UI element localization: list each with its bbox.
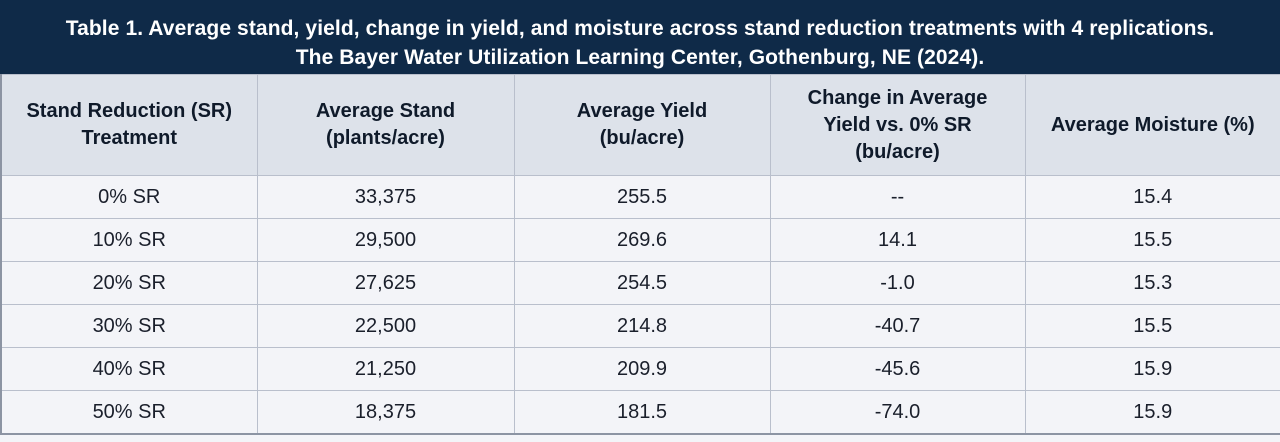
header-average-yield-line-2: (bu/acre) bbox=[599, 127, 685, 149]
cell-average-yield: 255.5 bbox=[513, 175, 771, 219]
table-header: Stand Reduction (SR) Treatment Average S… bbox=[0, 74, 1280, 176]
cell-treatment: 0% SR bbox=[0, 175, 258, 219]
header-treatment-line-1: Stand Reduction (SR) bbox=[26, 100, 233, 122]
cell-average-moisture: 15.4 bbox=[1024, 175, 1280, 219]
table-row: 40% SR 21,250 209.9 -45.6 15.9 bbox=[0, 347, 1280, 391]
cell-average-yield: 254.5 bbox=[513, 261, 771, 305]
header-average-stand-line-1: Average Stand bbox=[315, 100, 456, 122]
table-row: 20% SR 27,625 254.5 -1.0 15.3 bbox=[0, 261, 1280, 305]
cell-average-moisture: 15.5 bbox=[1024, 218, 1280, 262]
data-table: Stand Reduction (SR) Treatment Average S… bbox=[0, 74, 1280, 435]
cell-average-stand: 18,375 bbox=[256, 390, 515, 435]
cell-average-moisture: 15.9 bbox=[1024, 347, 1280, 391]
table-row: 30% SR 22,500 214.8 -40.7 15.5 bbox=[0, 304, 1280, 348]
cell-average-stand: 29,500 bbox=[256, 218, 515, 262]
cell-yield-change: 14.1 bbox=[769, 218, 1026, 262]
table-row: 0% SR 33,375 255.5 -- 15.4 bbox=[0, 175, 1280, 219]
header-yield-change-line-1: Change in Average bbox=[807, 86, 988, 109]
cell-average-yield: 269.6 bbox=[513, 218, 771, 262]
header-average-moisture: Average Moisture (%) bbox=[1024, 74, 1280, 176]
table-row: 10% SR 29,500 269.6 14.1 15.5 bbox=[0, 218, 1280, 262]
cell-yield-change: -45.6 bbox=[769, 347, 1026, 391]
cell-treatment: 50% SR bbox=[0, 390, 258, 435]
cell-average-moisture: 15.9 bbox=[1024, 390, 1280, 435]
cell-average-stand: 21,250 bbox=[256, 347, 515, 391]
header-yield-change-line-2: Yield vs. 0% SR bbox=[823, 113, 972, 136]
table-title-line-1: Table 1. Average stand, yield, change in… bbox=[65, 17, 1215, 40]
header-yield-change-line-3: (bu/acre) bbox=[855, 140, 940, 163]
header-treatment: Stand Reduction (SR) Treatment bbox=[0, 74, 258, 176]
cell-treatment: 30% SR bbox=[0, 304, 258, 348]
cell-yield-change: -74.0 bbox=[769, 390, 1026, 435]
cell-treatment: 20% SR bbox=[0, 261, 258, 305]
header-average-moisture-line-1: Average Moisture (%) bbox=[1050, 113, 1255, 136]
header-treatment-line-2: Treatment bbox=[81, 127, 178, 149]
header-average-stand-line-2: (plants/acre) bbox=[326, 127, 445, 149]
cell-yield-change: -- bbox=[769, 175, 1026, 219]
header-yield-change: Change in Average Yield vs. 0% SR (bu/ac… bbox=[769, 74, 1026, 176]
header-average-stand: Average Stand (plants/acre) bbox=[256, 74, 515, 176]
cell-average-stand: 27,625 bbox=[256, 261, 515, 305]
cell-average-yield: 214.8 bbox=[513, 304, 771, 348]
cell-average-yield: 209.9 bbox=[513, 347, 771, 391]
header-average-yield: Average Yield (bu/acre) bbox=[513, 74, 771, 176]
cell-treatment: 10% SR bbox=[0, 218, 258, 262]
cell-yield-change: -40.7 bbox=[769, 304, 1026, 348]
table-title-line-2: The Bayer Water Utilization Learning Cen… bbox=[295, 46, 985, 69]
table-title: Table 1. Average stand, yield, change in… bbox=[0, 0, 1280, 74]
header-average-yield-line-1: Average Yield bbox=[576, 100, 708, 122]
table-body: 0% SR 33,375 255.5 -- 15.4 10% SR 29,500… bbox=[0, 175, 1280, 435]
table-row: 50% SR 18,375 181.5 -74.0 15.9 bbox=[0, 390, 1280, 435]
cell-treatment: 40% SR bbox=[0, 347, 258, 391]
cell-average-yield: 181.5 bbox=[513, 390, 771, 435]
cell-average-moisture: 15.3 bbox=[1024, 261, 1280, 305]
cell-average-moisture: 15.5 bbox=[1024, 304, 1280, 348]
cell-average-stand: 33,375 bbox=[256, 175, 515, 219]
cell-average-stand: 22,500 bbox=[256, 304, 515, 348]
header-row: Stand Reduction (SR) Treatment Average S… bbox=[0, 74, 1280, 176]
cell-yield-change: -1.0 bbox=[769, 261, 1026, 305]
